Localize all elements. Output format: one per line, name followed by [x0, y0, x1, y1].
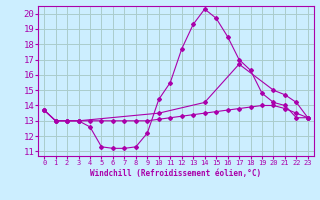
X-axis label: Windchill (Refroidissement éolien,°C): Windchill (Refroidissement éolien,°C): [91, 169, 261, 178]
